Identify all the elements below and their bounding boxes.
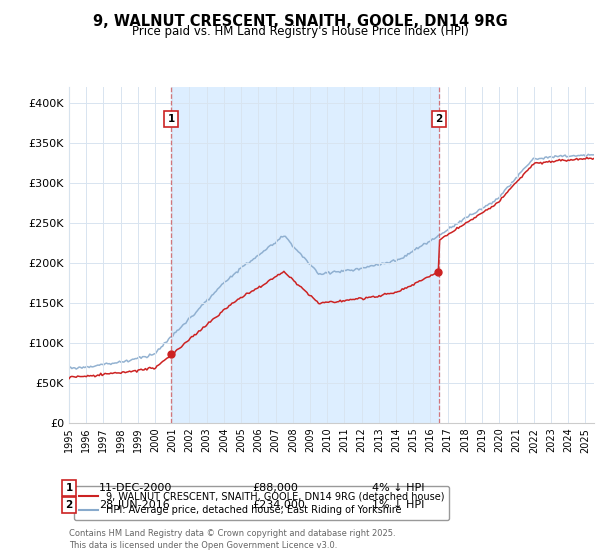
- Legend: 9, WALNUT CRESCENT, SNAITH, GOOLE, DN14 9RG (detached house), HPI: Average price: 9, WALNUT CRESCENT, SNAITH, GOOLE, DN14 …: [74, 487, 449, 520]
- Text: Contains HM Land Registry data © Crown copyright and database right 2025.
This d: Contains HM Land Registry data © Crown c…: [69, 529, 395, 550]
- Text: £88,000: £88,000: [252, 483, 298, 493]
- Text: 4% ↓ HPI: 4% ↓ HPI: [372, 483, 425, 493]
- Text: 2: 2: [435, 114, 443, 124]
- Text: £234,000: £234,000: [252, 500, 305, 510]
- Text: 1% ↓ HPI: 1% ↓ HPI: [372, 500, 424, 510]
- Text: 9, WALNUT CRESCENT, SNAITH, GOOLE, DN14 9RG: 9, WALNUT CRESCENT, SNAITH, GOOLE, DN14 …: [92, 14, 508, 29]
- Bar: [171, 87, 439, 423]
- Text: 2: 2: [65, 500, 73, 510]
- Text: 28-JUN-2016: 28-JUN-2016: [99, 500, 170, 510]
- Text: Price paid vs. HM Land Registry's House Price Index (HPI): Price paid vs. HM Land Registry's House …: [131, 25, 469, 38]
- Text: 1: 1: [167, 114, 175, 124]
- Text: 11-DEC-2000: 11-DEC-2000: [99, 483, 172, 493]
- Text: 1: 1: [65, 483, 73, 493]
